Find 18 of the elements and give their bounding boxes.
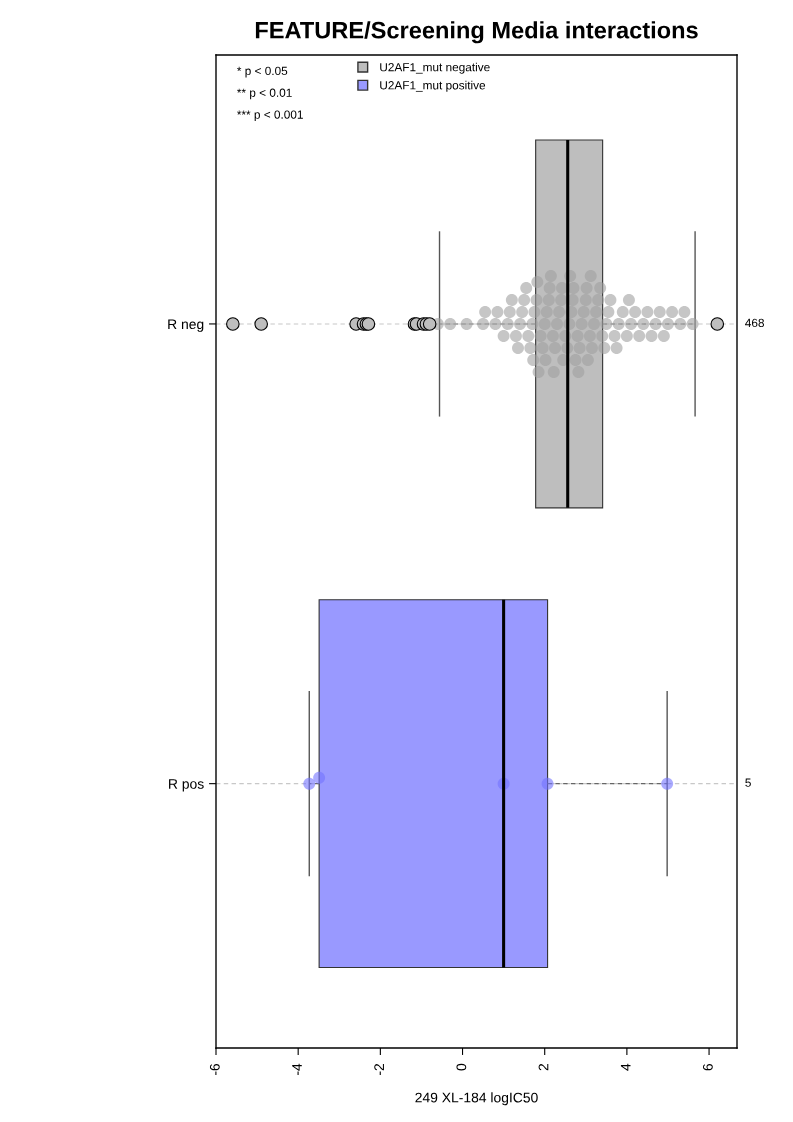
x-tick-label: 4 xyxy=(620,1063,631,1071)
annotation: *** p < 0.001 xyxy=(237,110,303,122)
x-tick-label: 0 xyxy=(456,1063,467,1071)
x-axis-title: 249 XL-184 logIC50 xyxy=(415,1092,538,1106)
text: 468 xyxy=(745,318,764,328)
annotation: ** p < 0.01 xyxy=(237,88,292,100)
x-tick-label: -6 xyxy=(209,1063,220,1076)
x-tick-label: -2 xyxy=(374,1063,384,1076)
y-tick-label: R neg xyxy=(168,319,204,332)
legend-label: U2AF1_mut negative xyxy=(380,62,490,74)
x-tick-label: 6 xyxy=(702,1063,713,1071)
legend-label: U2AF1_mut positive xyxy=(380,80,486,92)
x-tick-label: 2 xyxy=(538,1063,549,1071)
text: 5 xyxy=(745,778,751,787)
x-tick-label: -4 xyxy=(292,1063,302,1076)
chart-title: FEATURE/Screening Media interactions xyxy=(255,21,698,44)
annotation: * p < 0.05 xyxy=(237,66,288,78)
y-tick-label: R pos xyxy=(169,779,204,792)
